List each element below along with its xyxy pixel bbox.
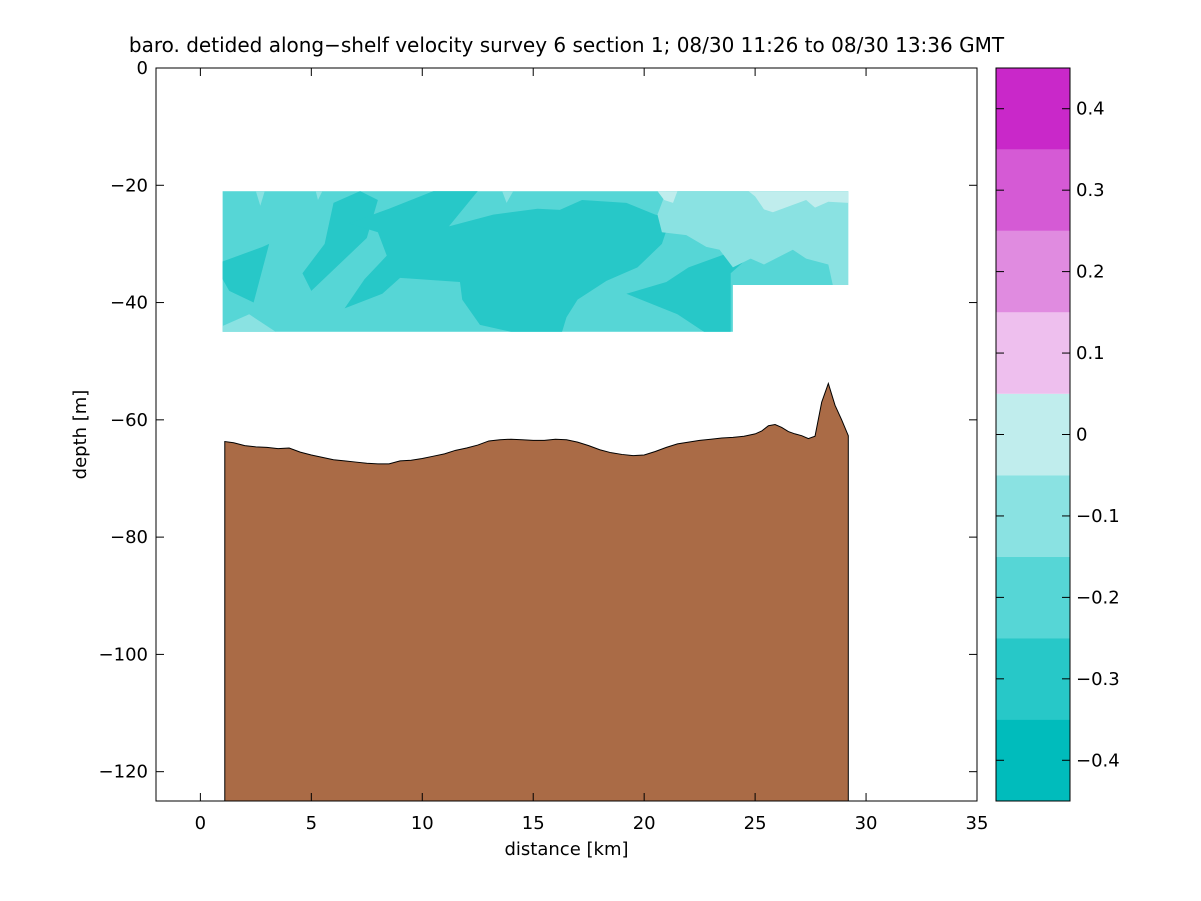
- colorbar-tick-label: 0.2: [1076, 262, 1105, 283]
- colorbar: 0.4 0.3 0.2 0.1 0 −0.1 −0.2 −0.3 −0.4: [995, 67, 1120, 802]
- contour-band: [748, 191, 849, 213]
- colorbar-segment: [996, 68, 1070, 150]
- seabed-bathymetry: [224, 381, 849, 802]
- colorbar-tick-label: 0.1: [1076, 343, 1105, 364]
- plot-area: 0 5 10 15 20 25 30 35 0 −20 −40 −60 −80 −100 −120: [99, 58, 989, 834]
- y-tick-label: −80: [110, 527, 148, 548]
- colorbar-tick-label: −0.4: [1076, 750, 1120, 771]
- colorbar-tick-label: 0.4: [1076, 99, 1105, 120]
- colorbar-segment: [996, 149, 1070, 231]
- contour-band: [315, 191, 323, 200]
- contour-band: [657, 191, 849, 285]
- y-axis-label: depth [m]: [70, 390, 91, 480]
- contour-band: [222, 314, 276, 332]
- colorbar-segment: [996, 638, 1070, 720]
- x-tick-label: 30: [855, 813, 878, 834]
- x-tick-label: 35: [966, 813, 989, 834]
- y-tick-label: −120: [99, 762, 148, 783]
- contour-band: [626, 254, 745, 332]
- contour-band: [344, 191, 671, 332]
- x-tick-label: 20: [633, 813, 656, 834]
- x-tick-label: 0: [195, 813, 206, 834]
- colorbar-tick-label: 0.3: [1076, 180, 1105, 201]
- x-tick-label: 25: [744, 813, 767, 834]
- colorbar-segment: [996, 475, 1070, 557]
- contour-band: [255, 191, 265, 206]
- x-axis-label: distance [km]: [505, 839, 629, 860]
- contour-band: [657, 191, 678, 203]
- colorbar-tick-label: −0.1: [1076, 506, 1120, 527]
- colorbar-segment: [996, 556, 1070, 639]
- colorbar-tick-label: 0: [1076, 425, 1087, 446]
- colorbar-segment: [996, 393, 1070, 476]
- contour-band: [302, 191, 378, 291]
- colorbar-segment: [996, 312, 1070, 394]
- colorbar-tick-label: −0.2: [1076, 587, 1120, 608]
- x-tick-label: 5: [306, 813, 317, 834]
- chart-title: baro. detided along−shelf velocity surve…: [129, 33, 1005, 57]
- y-tick-label: 0: [137, 58, 148, 79]
- y-tick-label: −100: [99, 644, 148, 665]
- contour-band: [222, 243, 270, 303]
- colorbar-segment: [996, 719, 1070, 801]
- velocity-field: [222, 191, 849, 332]
- x-tick-label: 10: [411, 813, 434, 834]
- contour-band: [502, 191, 514, 203]
- axes-box: [155, 67, 978, 802]
- y-tick-label: −20: [110, 175, 148, 196]
- colorbar-segment: [996, 230, 1070, 313]
- y-tick-label: −60: [110, 410, 148, 431]
- x-tick-label: 15: [522, 813, 545, 834]
- y-tick-label: −40: [110, 293, 148, 314]
- colorbar-tick-label: −0.3: [1076, 669, 1120, 690]
